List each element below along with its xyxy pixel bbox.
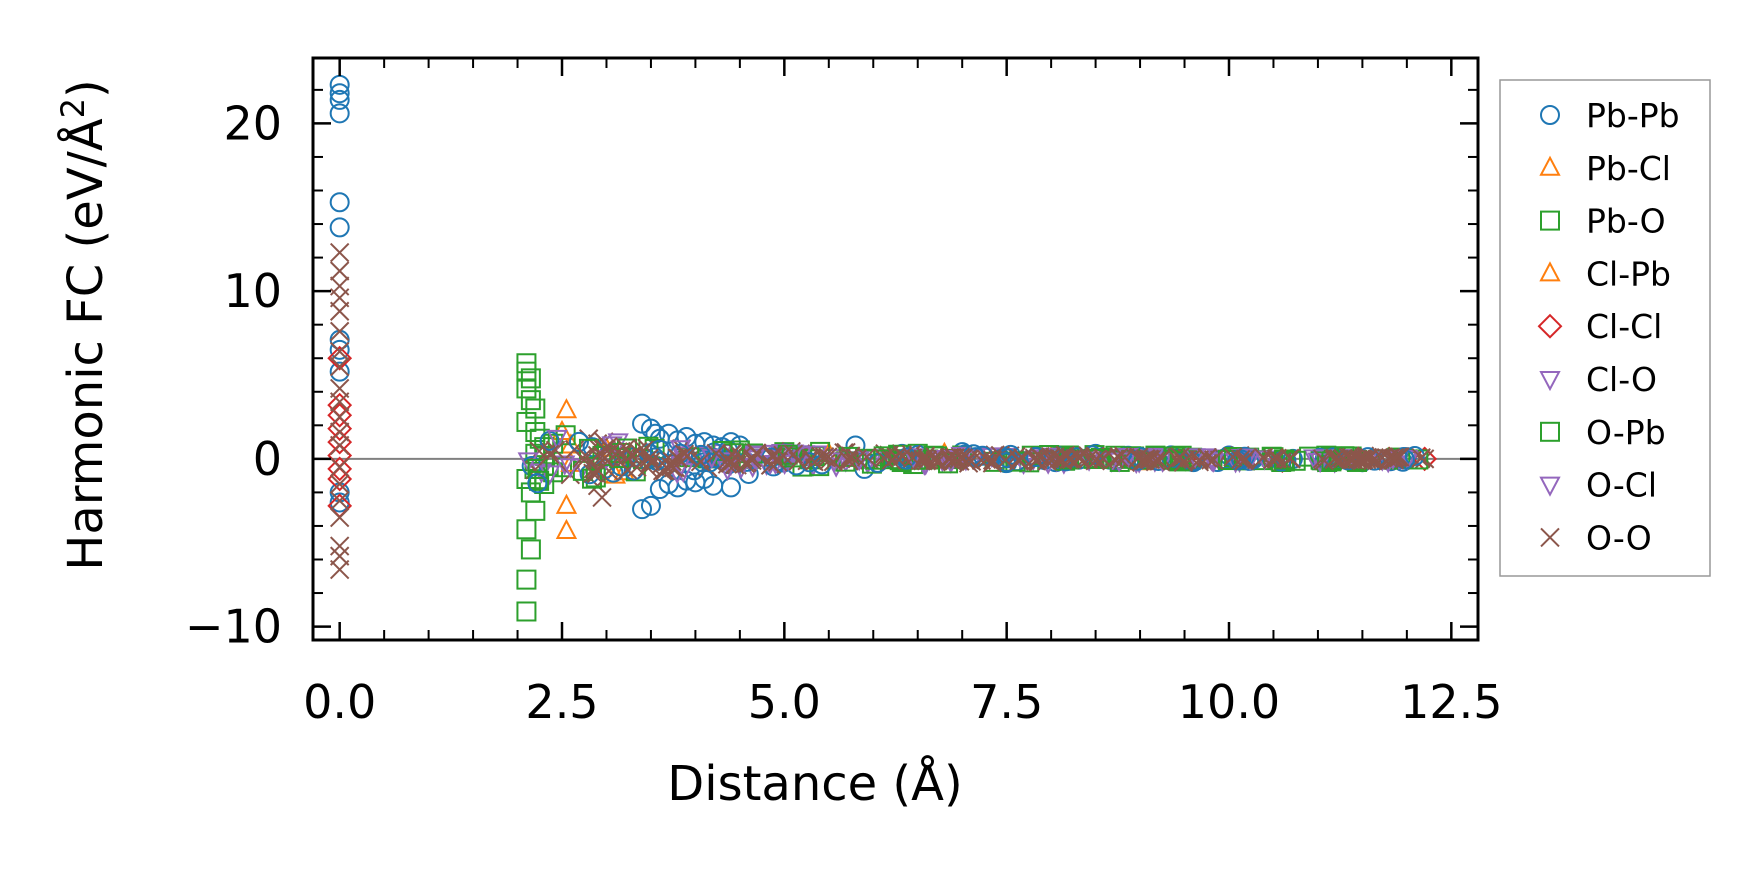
- legend-label: O-Cl: [1586, 466, 1657, 505]
- x-axis-label: Distance (Å): [667, 755, 962, 812]
- x-tick-label: 0.0: [303, 675, 376, 729]
- y-tick-label: 0: [253, 432, 282, 486]
- y-tick-label: 20: [223, 96, 282, 150]
- legend-label: Pb-Pb: [1586, 96, 1680, 135]
- legend-label: Cl-O: [1586, 360, 1657, 399]
- x-tick-label: 12.5: [1400, 675, 1502, 729]
- y-axis-label-main: Harmonic FC (eV/Å: [57, 118, 114, 571]
- x-tick-label: 10.0: [1178, 675, 1280, 729]
- y-axis-label-superscript: 2: [54, 98, 92, 118]
- x-tick-label: 5.0: [748, 675, 821, 729]
- y-tick-label: 10: [223, 264, 282, 318]
- legend-label: Cl-Pb: [1586, 254, 1671, 293]
- scatter-chart: 0.0 2.5 5.0 7.5 10.0 12.5 −10 0 10 20 Distance (…: [0, 0, 1764, 883]
- y-axis-label-close: ): [58, 79, 114, 98]
- legend-label: Pb-Cl: [1586, 149, 1671, 188]
- x-tick-label: 7.5: [970, 675, 1043, 729]
- y-axis-label: Harmonic FC (eV/Å2): [54, 79, 114, 571]
- y-tick-label: −10: [185, 600, 282, 654]
- legend: Pb-Pb Pb-Cl Pb-O Cl-Pb Cl-Cl Cl-O O-Pb O-Cl O-O: [1500, 80, 1710, 576]
- x-tick-label: 2.5: [525, 675, 598, 729]
- legend-label: Cl-Cl: [1586, 307, 1662, 346]
- legend-label: O-Pb: [1586, 413, 1666, 452]
- legend-label: Pb-O: [1586, 202, 1666, 241]
- legend-label: O-O: [1586, 518, 1652, 557]
